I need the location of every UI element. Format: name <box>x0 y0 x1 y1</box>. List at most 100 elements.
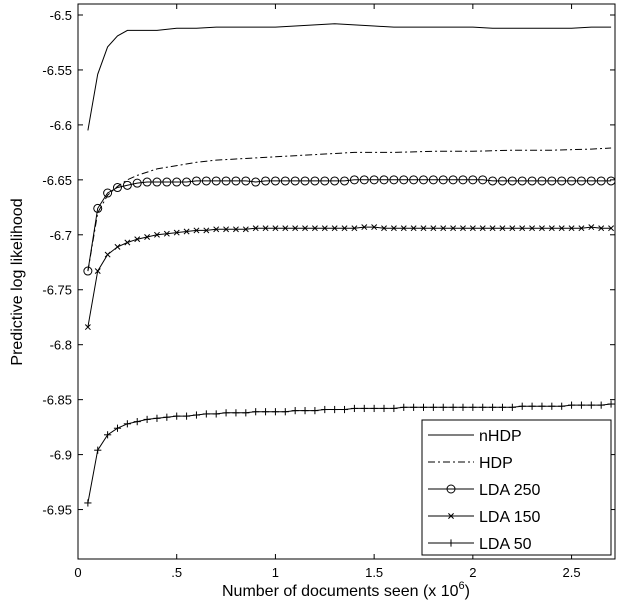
data-point-lda-150 <box>163 230 170 237</box>
data-point-lda-150 <box>410 225 417 232</box>
data-point-lda-150 <box>84 324 91 331</box>
series-line-lda-150 <box>87 226 612 328</box>
data-point-lda-150 <box>114 243 121 250</box>
data-point-lda-250 <box>448 175 458 185</box>
data-point-lda-50 <box>192 411 201 419</box>
x-tick-label: 1 <box>272 565 279 580</box>
data-point-lda-50 <box>607 400 615 408</box>
data-point-lda-250 <box>300 176 310 186</box>
data-point-lda-50 <box>380 404 388 413</box>
data-point-lda-50 <box>291 407 299 415</box>
data-point-lda-50 <box>182 412 191 420</box>
data-point-lda-50 <box>548 402 556 410</box>
y-tick-label: -6.95 <box>42 503 72 518</box>
legend-label-lda-250: LDA 250 <box>479 482 540 499</box>
x-tick-label: 2.5 <box>563 565 581 580</box>
data-point-lda-250 <box>428 175 438 185</box>
data-point-lda-50 <box>439 403 447 411</box>
data-point-lda-150 <box>538 225 545 232</box>
data-point-lda-150 <box>608 225 615 232</box>
legend-label-hdp: HDP <box>479 455 513 472</box>
y-tick-label: -6.85 <box>42 393 72 408</box>
data-point-lda-50 <box>469 403 477 411</box>
data-point-lda-50 <box>301 407 309 415</box>
data-point-lda-250 <box>112 183 122 193</box>
data-point-lda-250 <box>191 176 201 186</box>
legend-label-nhdp: nHDP <box>479 428 522 445</box>
data-point-lda-50 <box>370 404 378 413</box>
y-tick-label: -6.8 <box>50 338 72 353</box>
data-point-lda-50 <box>429 403 437 411</box>
data-point-lda-50 <box>104 431 112 439</box>
legend-label-lda-150: LDA 150 <box>479 509 540 526</box>
data-point-lda-250 <box>182 177 192 187</box>
data-point-lda-50 <box>538 402 546 410</box>
data-point-lda-250 <box>251 177 261 187</box>
data-point-lda-250 <box>478 175 488 185</box>
x-tick-label: 2 <box>469 565 476 580</box>
data-point-lda-250 <box>468 175 478 185</box>
data-point-lda-50 <box>498 403 507 411</box>
data-point-lda-250 <box>537 176 547 186</box>
legend: nHDP HDP LDA 250 LDA 150 LDA 50 <box>421 419 612 556</box>
data-point-lda-150 <box>548 225 555 232</box>
data-point-lda-250 <box>221 176 231 186</box>
data-point-lda-50 <box>528 402 536 410</box>
data-point-lda-50 <box>153 414 161 422</box>
y-axis-title: Predictive log likelihood <box>9 198 26 365</box>
data-point-lda-250 <box>359 175 369 185</box>
data-point-lda-250 <box>201 176 211 186</box>
data-point-lda-150 <box>331 225 338 232</box>
y-tick-label: -6.55 <box>42 63 72 78</box>
data-point-lda-250 <box>517 176 527 186</box>
data-point-lda-250 <box>547 176 557 186</box>
y-axis-ticks: -6.5 -6.55 -6.6 -6.65 -6.7 -6.75 -6.8 -6.85 -6.9… <box>42 8 615 518</box>
data-point-lda-250 <box>488 176 498 186</box>
data-point-lda-250 <box>280 176 290 186</box>
data-point-lda-150 <box>302 225 308 232</box>
data-point-lda-250 <box>586 176 596 186</box>
data-point-lda-250 <box>122 180 132 190</box>
data-point-lda-150 <box>469 225 476 232</box>
data-point-lda-150 <box>390 225 397 232</box>
data-point-lda-50 <box>133 418 141 426</box>
data-point-lda-150 <box>509 225 516 232</box>
data-point-lda-150 <box>460 225 466 232</box>
data-point-lda-50 <box>459 403 467 411</box>
data-point-lda-50 <box>232 409 240 417</box>
x-axis-title-main: Number of documents seen (x 10 <box>222 583 459 600</box>
data-point-lda-50 <box>242 409 250 417</box>
data-point-lda-50 <box>410 403 418 411</box>
data-point-lda-50 <box>173 412 181 420</box>
data-point-lda-50 <box>202 410 210 418</box>
data-point-lda-250 <box>241 176 251 186</box>
data-point-lda-150 <box>104 251 111 258</box>
data-point-lda-250 <box>142 177 152 187</box>
data-point-lda-50 <box>84 499 92 507</box>
legend-marker-lda-150 <box>448 513 454 519</box>
data-point-lda-150 <box>351 225 358 232</box>
y-tick-label: -6.7 <box>50 228 72 243</box>
data-point-lda-50 <box>567 401 576 409</box>
data-point-lda-150 <box>440 225 447 232</box>
data-point-lda-250 <box>83 266 93 276</box>
x-axis-title-close: ) <box>465 583 470 600</box>
data-point-lda-250 <box>576 176 586 186</box>
data-point-lda-150 <box>450 225 457 232</box>
data-point-lda-250 <box>132 178 142 188</box>
data-point-lda-150 <box>203 227 210 234</box>
data-point-lda-250 <box>527 176 537 186</box>
data-point-lda-150 <box>381 225 387 232</box>
data-point-lda-150 <box>499 225 506 232</box>
data-point-lda-150 <box>223 226 230 233</box>
data-point-lda-250 <box>270 176 280 186</box>
data-point-lda-150 <box>430 225 437 232</box>
data-point-lda-50 <box>400 403 408 411</box>
data-point-lda-150 <box>154 231 160 238</box>
data-point-lda-50 <box>123 420 131 428</box>
data-point-lda-150 <box>282 225 289 232</box>
data-point-lda-50 <box>271 408 280 416</box>
data-point-lda-150 <box>598 225 605 232</box>
x-axis-ticks: 0 .5 1 1.5 2 2.5 <box>74 4 581 580</box>
